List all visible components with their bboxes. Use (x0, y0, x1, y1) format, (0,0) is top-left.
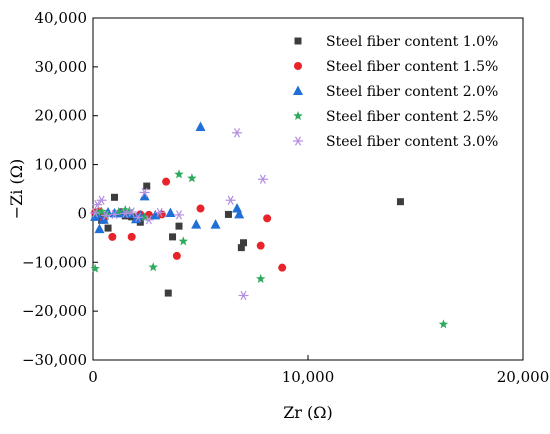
y-tick-label: 10,000 (35, 156, 88, 174)
data-point (256, 241, 265, 250)
data-point (92, 206, 103, 217)
data-point (174, 169, 184, 179)
data-point (187, 173, 197, 183)
data-point (164, 289, 172, 297)
data-point (257, 174, 268, 184)
y-tick-label: 40,000 (35, 9, 88, 27)
data-point (90, 208, 101, 218)
series-5 (90, 128, 268, 301)
data-point (90, 263, 100, 273)
data-point (174, 210, 184, 220)
legend-label: Steel fiber content 1.5% (326, 59, 498, 75)
data-point (178, 236, 189, 246)
data-point (396, 198, 404, 206)
data-point (126, 207, 137, 217)
data-point (162, 177, 171, 186)
data-point (165, 207, 176, 217)
data-point (240, 239, 247, 247)
y-tick-label: −30,000 (22, 351, 87, 369)
data-point (104, 224, 112, 232)
data-point (131, 213, 141, 224)
x-axis-label: Zr (Ω) (283, 403, 333, 422)
data-point (169, 233, 177, 241)
legend-item: Steel fiber content 1.0% (294, 34, 498, 50)
data-point (175, 222, 183, 230)
y-tick-label: 0 (77, 204, 87, 222)
legend-marker (294, 37, 302, 45)
data-point (94, 223, 105, 234)
legend-marker (294, 62, 302, 70)
series-2 (91, 177, 287, 272)
data-point (111, 193, 118, 201)
legend-marker (293, 111, 303, 121)
data-point (255, 273, 266, 283)
data-point (237, 244, 245, 252)
data-point (232, 128, 243, 138)
data-point (139, 190, 150, 201)
legend-item: Steel fiber content 1.5% (294, 59, 498, 75)
y-axis-label: −Zi (Ω) (7, 159, 26, 219)
legend-item: Steel fiber content 3.0% (293, 134, 498, 150)
data-point (278, 263, 287, 272)
data-point (150, 209, 161, 220)
data-point (195, 121, 206, 131)
data-points (90, 121, 449, 329)
y-tick-label: 30,000 (35, 58, 88, 76)
data-point (120, 208, 131, 219)
x-tick-label: 10,000 (282, 368, 335, 386)
legend-marker (293, 136, 303, 146)
legend: Steel fiber content 1.0% Steel fiber cont… (293, 34, 498, 150)
legend-label: Steel fiber content 3.0% (326, 134, 498, 150)
x-tick-label: 0 (88, 368, 98, 386)
data-point (232, 203, 243, 213)
legend-item: Steel fiber content 2.5% (293, 109, 498, 125)
legend-marker (293, 85, 303, 95)
data-point (133, 212, 144, 222)
data-point (263, 214, 272, 223)
legend-item: Steel fiber content 2.0% (293, 84, 498, 100)
data-point (438, 319, 449, 329)
data-point (143, 182, 151, 190)
data-point (196, 204, 205, 213)
x-axis: 0 10,000 20,000 (88, 355, 549, 386)
data-point (139, 212, 150, 222)
data-point (109, 209, 120, 220)
legend-label: Steel fiber content 2.5% (326, 109, 498, 125)
data-point (124, 205, 135, 216)
data-point (127, 232, 136, 241)
data-point (154, 207, 165, 218)
data-point (172, 251, 181, 260)
series-4 (90, 169, 449, 329)
data-point (114, 206, 124, 217)
data-point (139, 187, 150, 198)
data-point (96, 195, 107, 205)
series-1 (91, 182, 404, 297)
y-tick-label: 20,000 (35, 107, 88, 125)
legend-label: Steel fiber content 1.0% (326, 34, 498, 50)
data-point (92, 200, 103, 210)
data-point (224, 210, 232, 218)
data-point (210, 219, 221, 229)
y-tick-label: −20,000 (22, 302, 87, 320)
data-point (143, 215, 154, 225)
y-axis: −30,000 −20,000 −10,000 0 10,000 20,000 30,000… (22, 9, 98, 369)
data-point (191, 219, 202, 229)
legend-label: Steel fiber content 2.0% (326, 84, 498, 100)
data-point (225, 195, 236, 205)
data-point (108, 232, 117, 241)
data-point (100, 210, 111, 221)
data-point (96, 206, 107, 216)
data-point (234, 208, 245, 219)
x-tick-label: 20,000 (497, 368, 550, 386)
data-point (238, 290, 249, 301)
data-point (148, 262, 158, 272)
y-tick-label: −10,000 (22, 253, 87, 271)
